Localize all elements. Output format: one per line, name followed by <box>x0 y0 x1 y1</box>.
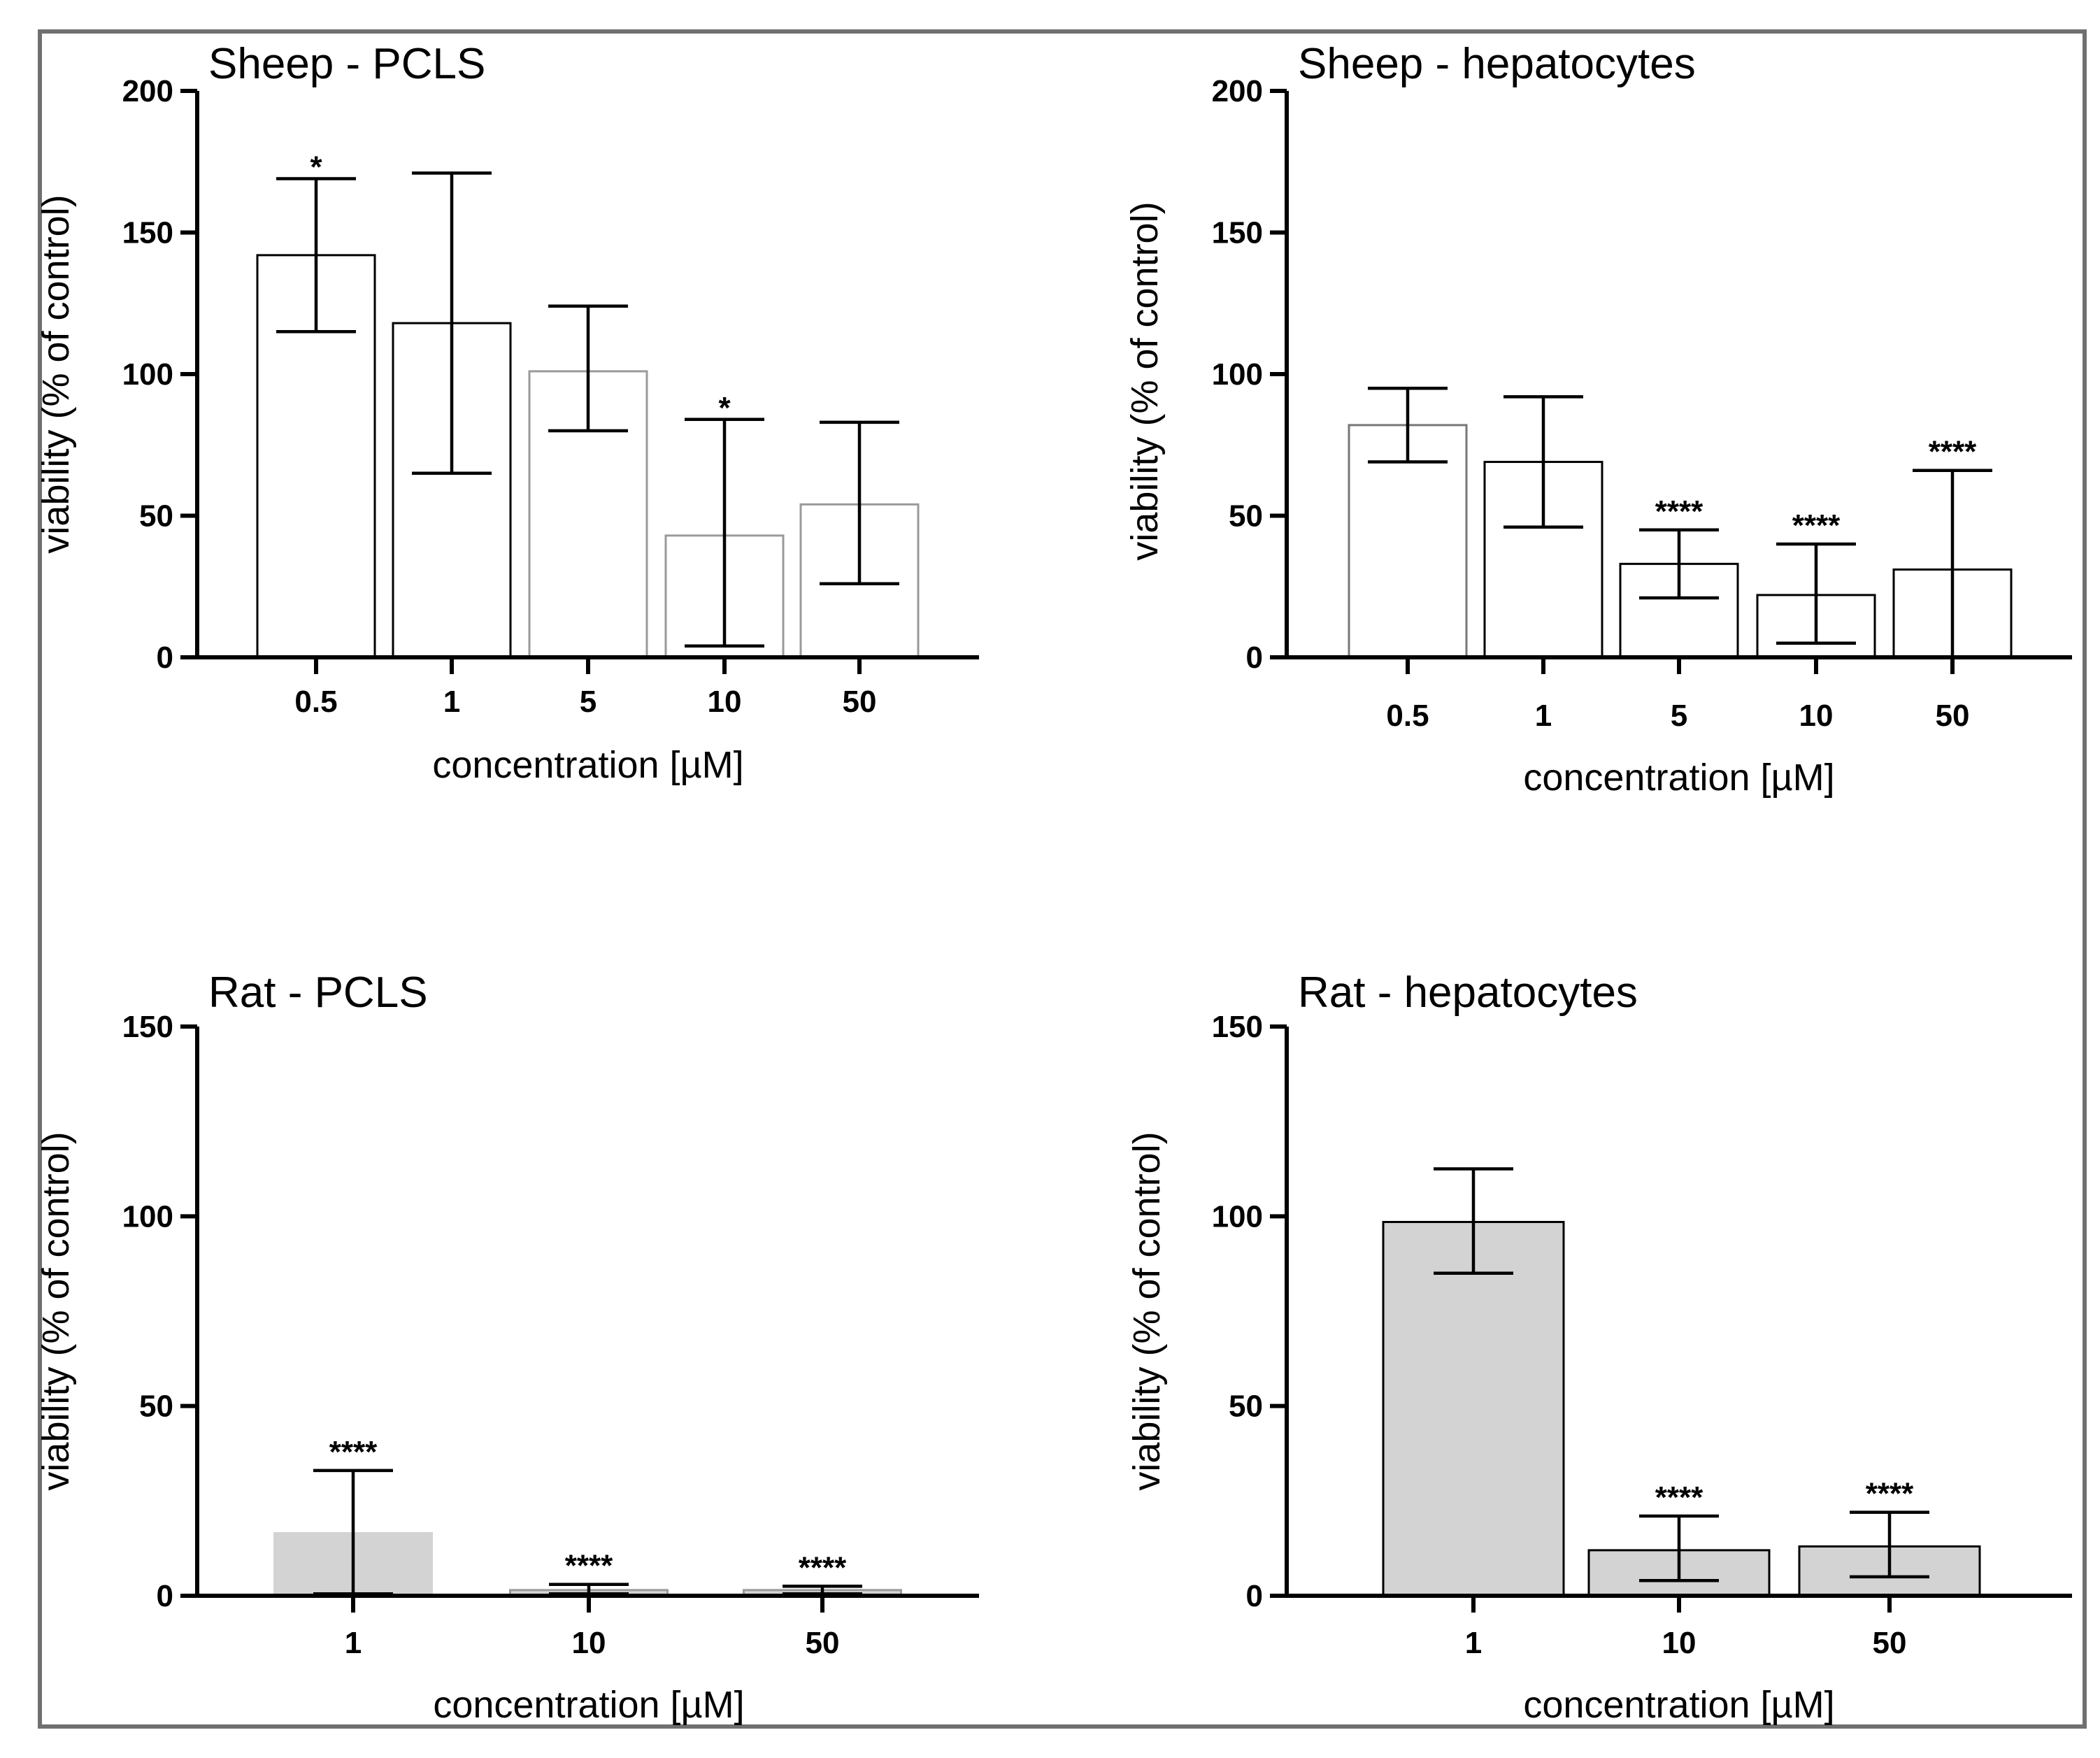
y-tick-label: 100 <box>1212 1199 1263 1234</box>
x-axis-title: concentration [µM] <box>432 744 743 786</box>
panel-title: Sheep - PCLS <box>208 40 485 88</box>
x-tick-label: 50 <box>1936 699 1970 733</box>
panel-title: Sheep - hepatocytes <box>1298 40 1696 88</box>
significance-label: **** <box>1655 494 1703 529</box>
bar <box>1382 1220 1565 1597</box>
significance-label: **** <box>1655 1480 1703 1515</box>
y-tick-label: 100 <box>1212 357 1263 392</box>
x-axis-title: concentration [µM] <box>433 1684 744 1726</box>
x-tick-label: 50 <box>806 1626 840 1660</box>
y-axis-title: viability (% of control) <box>35 194 77 553</box>
y-tick-label: 0 <box>157 1579 173 1613</box>
significance-label: * <box>310 150 322 185</box>
x-axis-title: concentration [µM] <box>1523 757 1834 799</box>
y-axis-title: viability (% of control) <box>1124 201 1166 560</box>
x-tick-label: 1 <box>345 1626 362 1660</box>
x-tick-label: 1 <box>1535 699 1552 733</box>
y-tick-label: 0 <box>1246 1579 1263 1613</box>
significance-label: **** <box>1866 1477 1914 1511</box>
y-tick-label: 50 <box>1229 1389 1263 1424</box>
x-axis-title: concentration [µM] <box>1523 1684 1834 1726</box>
x-tick-label: 0.5 <box>294 685 337 719</box>
y-tick-label: 100 <box>122 357 173 392</box>
y-tick-label: 100 <box>122 1199 173 1234</box>
x-tick-label: 10 <box>708 685 742 719</box>
significance-label: **** <box>799 1550 847 1585</box>
panel-title: Rat - hepatocytes <box>1298 969 1638 1017</box>
y-tick-label: 200 <box>1212 74 1263 108</box>
x-tick-label: 10 <box>1799 699 1834 733</box>
y-tick-label: 0 <box>1246 641 1263 675</box>
y-tick-label: 150 <box>122 216 173 250</box>
x-tick-label: 10 <box>572 1626 606 1660</box>
significance-label: * <box>718 391 731 425</box>
y-axis-title: viability (% of control) <box>1126 1131 1168 1490</box>
x-tick-label: 1 <box>443 685 460 719</box>
y-tick-label: 50 <box>139 499 173 534</box>
y-tick-label: 0 <box>157 641 173 675</box>
y-tick-label: 200 <box>122 74 173 108</box>
y-tick-label: 150 <box>1212 216 1263 250</box>
x-tick-label: 50 <box>843 685 877 719</box>
figure-frame <box>38 29 2087 1729</box>
y-tick-label: 150 <box>122 1010 173 1044</box>
panel-title: Rat - PCLS <box>208 969 428 1017</box>
y-tick-label: 50 <box>139 1389 173 1424</box>
y-axis-title: viability (% of control) <box>35 1131 77 1490</box>
x-tick-label: 10 <box>1662 1626 1697 1660</box>
significance-label: **** <box>329 1435 378 1469</box>
bar <box>1348 424 1468 659</box>
x-tick-label: 5 <box>1671 699 1687 733</box>
x-tick-label: 1 <box>1465 1626 1482 1660</box>
x-tick-label: 50 <box>1873 1626 1907 1660</box>
y-tick-label: 150 <box>1212 1010 1263 1044</box>
x-tick-label: 0.5 <box>1386 699 1429 733</box>
significance-label: **** <box>1792 508 1841 543</box>
x-tick-label: 5 <box>580 685 597 719</box>
significance-label: **** <box>1929 435 1977 469</box>
significance-label: **** <box>565 1549 613 1583</box>
y-tick-label: 50 <box>1229 499 1263 534</box>
